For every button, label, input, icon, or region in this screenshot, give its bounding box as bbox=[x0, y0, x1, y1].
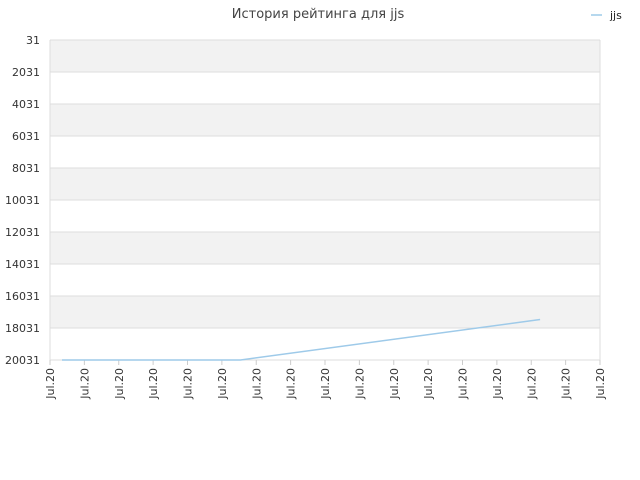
x-tick-label: Jul.20 bbox=[594, 368, 607, 400]
plot-band bbox=[50, 328, 600, 360]
series-layer bbox=[62, 318, 541, 361]
y-tick-label: 2031 bbox=[12, 66, 40, 79]
plot-band bbox=[50, 168, 600, 200]
x-tick-label: Jul.20 bbox=[182, 368, 195, 400]
x-axis-ticks: Jul.20 Jul.20 Jul.20 Jul.20 Jul.20 Jul.20 Jul.… bbox=[44, 360, 607, 400]
x-tick-label: Jul.20 bbox=[560, 368, 573, 400]
x-tick-label: Jul.20 bbox=[353, 368, 366, 400]
plot-band bbox=[50, 104, 600, 136]
x-tick-label: Jul.20 bbox=[147, 368, 160, 400]
x-tick-label: Jul.20 bbox=[525, 368, 538, 400]
y-tick-label: 18031 bbox=[5, 322, 40, 335]
legend: jjs bbox=[591, 9, 622, 22]
plot-band bbox=[50, 40, 600, 72]
series-line-jjs bbox=[62, 318, 541, 361]
plot-band bbox=[50, 264, 600, 296]
x-tick-label: Jul.20 bbox=[78, 368, 91, 400]
plot-bands bbox=[50, 40, 600, 360]
y-tick-label: 4031 bbox=[12, 98, 40, 111]
x-tick-label: Jul.20 bbox=[216, 368, 229, 400]
x-tick-label: Jul.20 bbox=[285, 368, 298, 400]
y-tick-label: 8031 bbox=[12, 162, 40, 175]
y-axis-ticks: 31 2031 4031 6031 8031 10031 12031 14031 16031 18… bbox=[5, 34, 40, 367]
plot-band bbox=[50, 200, 600, 232]
chart-title: История рейтинга для jjs bbox=[232, 7, 405, 22]
x-tick-label: Jul.20 bbox=[491, 368, 504, 400]
x-tick-label: Jul.20 bbox=[113, 368, 126, 400]
x-tick-label: Jul.20 bbox=[250, 368, 263, 400]
plot-band bbox=[50, 72, 600, 104]
x-tick-label: Jul.20 bbox=[422, 368, 435, 400]
y-tick-label: 6031 bbox=[12, 130, 40, 143]
plot-band bbox=[50, 136, 600, 168]
x-tick-label: Jul.20 bbox=[319, 368, 332, 400]
x-tick-label: Jul.20 bbox=[44, 368, 57, 400]
y-tick-label: 10031 bbox=[5, 194, 40, 207]
legend-entry-jjs: jjs bbox=[609, 9, 622, 22]
plot-band bbox=[50, 296, 600, 328]
y-tick-label: 12031 bbox=[5, 226, 40, 239]
y-tick-label: 14031 bbox=[5, 258, 40, 271]
y-tick-label: 31 bbox=[26, 34, 40, 47]
x-tick-label: Jul.20 bbox=[388, 368, 401, 400]
y-tick-label: 20031 bbox=[5, 354, 40, 367]
x-tick-label: Jul.20 bbox=[457, 368, 470, 400]
plot-band bbox=[50, 232, 600, 264]
y-tick-label: 16031 bbox=[5, 290, 40, 303]
grid-lines bbox=[49, 39, 601, 361]
